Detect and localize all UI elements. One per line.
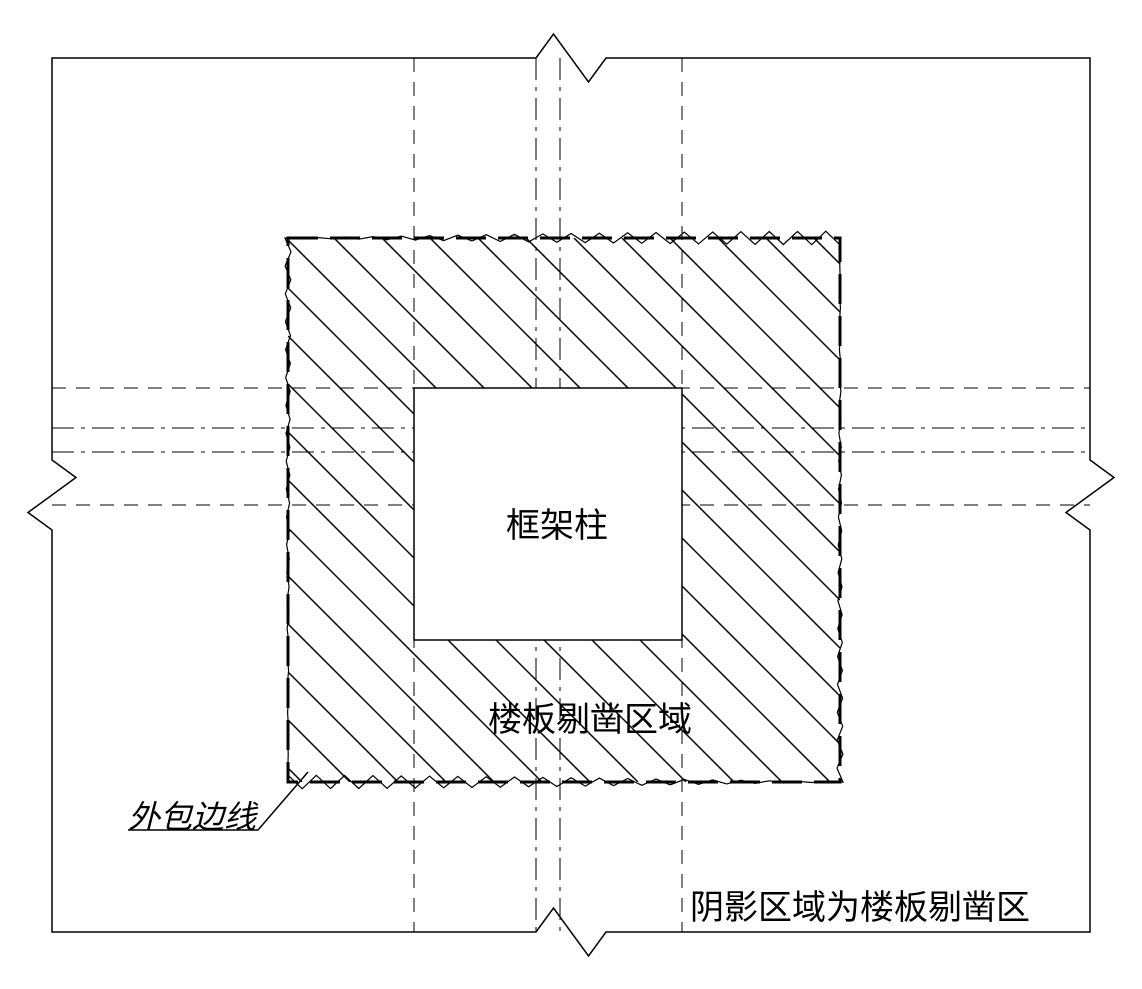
chisel-area-label: 楼板剔凿区域 (488, 692, 692, 741)
note-label: 阴影区域为楼板剔凿区 (690, 880, 1030, 929)
outline-label: 外包边线 (128, 792, 256, 838)
diagram-svg (0, 0, 1142, 989)
frame-column-label: 框架柱 (506, 498, 608, 547)
